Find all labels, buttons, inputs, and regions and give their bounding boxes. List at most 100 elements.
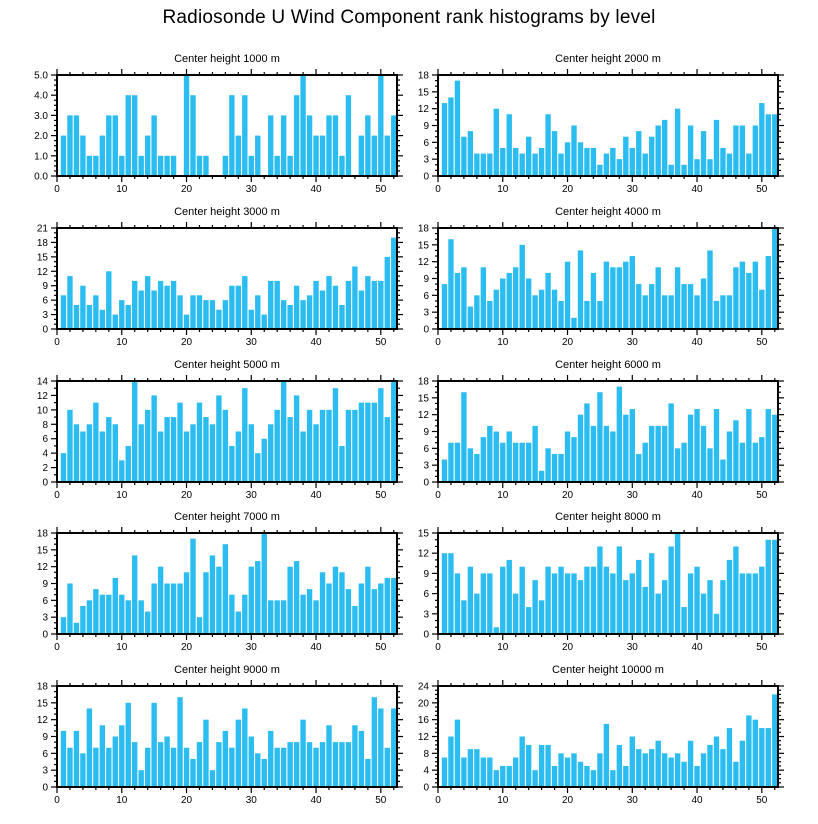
bar [493, 289, 499, 329]
bar [713, 409, 720, 482]
x-tick-label: 10 [116, 337, 128, 348]
bar [448, 239, 454, 329]
y-tick-label: 14 [37, 377, 49, 388]
bar [558, 753, 564, 787]
y-tick-label: 6 [423, 444, 429, 455]
bar [235, 431, 242, 482]
bar [183, 314, 190, 329]
bar [209, 300, 216, 329]
bar [461, 136, 467, 176]
bar [551, 573, 558, 634]
bar [551, 131, 558, 176]
y-tick-label: 3 [423, 461, 429, 472]
bar [222, 544, 229, 634]
y-tick-label: 4 [423, 766, 429, 777]
bar [525, 744, 532, 787]
bar [67, 409, 73, 482]
bar [261, 314, 267, 329]
bar [694, 159, 700, 176]
bar [183, 572, 190, 634]
bar [80, 285, 86, 329]
panel-title: Center height 2000 m [555, 53, 661, 65]
bar [668, 295, 674, 329]
bar [629, 256, 635, 329]
bar [345, 409, 352, 482]
bar [80, 605, 86, 634]
bar [480, 573, 487, 634]
bar [365, 115, 371, 176]
bar [268, 280, 274, 329]
y-tick-label: 0 [42, 783, 48, 794]
bar [86, 304, 93, 329]
bar [603, 566, 610, 634]
bar [636, 131, 642, 176]
bar [106, 747, 112, 787]
bar [190, 538, 196, 634]
bar [713, 613, 720, 634]
bar [649, 553, 655, 634]
bar [177, 697, 183, 787]
bar [746, 573, 752, 634]
bar [60, 135, 67, 176]
x-tick-label: 20 [562, 184, 574, 195]
bar [571, 125, 577, 176]
bar [545, 566, 551, 634]
bar [391, 708, 397, 787]
bar [229, 594, 235, 634]
bar [629, 736, 635, 787]
bar [616, 386, 623, 482]
bar [603, 425, 610, 482]
bar [532, 580, 538, 634]
bar [280, 300, 287, 329]
bar [371, 280, 378, 329]
bar [196, 402, 203, 482]
bar [772, 228, 778, 329]
x-tick-label: 40 [691, 184, 703, 195]
bar [242, 388, 248, 482]
panel-9000m-histogram: Center height 9000 m 0 10 20 30 40 50 0 3 6 9 12 15 1… [37, 664, 403, 806]
bar [616, 546, 623, 634]
bar [203, 417, 209, 482]
bar [597, 164, 603, 176]
bar [170, 155, 177, 176]
bar [371, 589, 378, 634]
bar [487, 757, 493, 787]
bar [707, 159, 713, 176]
bar [112, 115, 118, 176]
y-tick-label: 15 [37, 698, 49, 709]
panel-5000m-histogram: Center height 5000 m 0 10 20 30 40 50 0 2 4 6 8 10 12… [37, 359, 403, 501]
y-tick-label: 9 [423, 569, 429, 580]
bar [636, 284, 642, 329]
bar [300, 719, 306, 787]
x-tick-label: 30 [246, 795, 258, 806]
bar [584, 300, 590, 329]
bar [584, 566, 590, 634]
bar [700, 131, 707, 176]
bar [668, 164, 674, 176]
bar [255, 295, 261, 329]
bar [629, 147, 635, 176]
x-tick-label: 30 [627, 184, 639, 195]
bar [545, 114, 551, 176]
x-tick-label: 0 [435, 184, 441, 195]
x-tick-label: 0 [54, 337, 60, 348]
bar [138, 424, 144, 482]
y-tick-label: 2.0 [34, 131, 48, 142]
y-tick-label: 18 [418, 377, 430, 388]
y-tick-label: 18 [418, 224, 430, 235]
bar [759, 103, 765, 176]
bar [157, 155, 164, 176]
bar [183, 75, 190, 176]
bar [132, 280, 138, 329]
bar [132, 95, 138, 176]
bar [93, 155, 99, 176]
bar [391, 237, 397, 329]
bar [474, 749, 480, 788]
bar [306, 295, 313, 329]
y-tick-label: 12 [37, 391, 49, 402]
bar [67, 276, 73, 329]
bar [209, 770, 216, 787]
bar [545, 744, 551, 787]
bar [332, 115, 339, 176]
x-tick-label: 40 [691, 642, 703, 653]
